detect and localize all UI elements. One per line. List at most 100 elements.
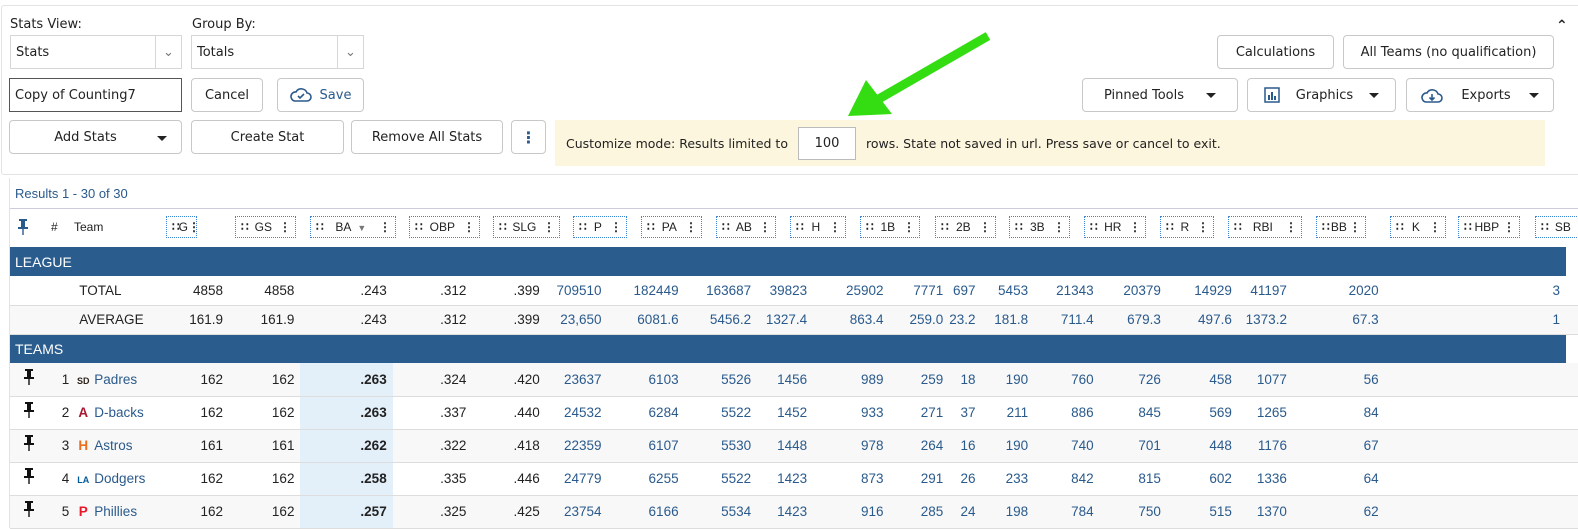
column-menu-icon[interactable]: ⋮ xyxy=(829,220,841,234)
drag-handle-icon[interactable]: ∷ xyxy=(415,220,423,234)
drag-handle-icon[interactable]: ∷ xyxy=(1541,220,1549,234)
view-name-input[interactable] xyxy=(9,78,182,112)
rank: 5 xyxy=(48,495,72,529)
column-header-hbp[interactable]: ∷ HBP ⋮ xyxy=(1458,216,1520,238)
drag-handle-icon[interactable]: ∷ xyxy=(1234,220,1242,234)
add-stats-label: Add Stats xyxy=(54,129,117,145)
column-menu-icon[interactable]: ⋮ xyxy=(1285,220,1297,234)
column-menu-icon[interactable]: ⋮ xyxy=(1502,220,1515,234)
drag-handle-icon[interactable]: ∷ xyxy=(579,220,587,234)
column-menu-icon[interactable]: ⋮ xyxy=(759,220,771,234)
column-header-2b[interactable]: ∷ 2B ⋮ xyxy=(935,216,996,238)
column-menu-icon[interactable]: ⋮ xyxy=(543,220,555,234)
pin-icon[interactable] xyxy=(10,429,49,463)
stat-cell-2b: 291 xyxy=(889,462,950,496)
column-header-obp[interactable]: ∷ OBP ⋮ xyxy=(409,216,480,238)
column-menu-icon[interactable]: ⋮ xyxy=(902,220,915,234)
column-label: R xyxy=(1180,220,1190,234)
drag-handle-icon[interactable]: ∷ xyxy=(316,220,324,234)
drag-handle-icon[interactable]: ∷ xyxy=(1464,220,1472,234)
results-limit-input[interactable] xyxy=(797,126,856,160)
drag-handle-icon[interactable]: ∷ xyxy=(172,220,180,234)
column-menu-icon[interactable]: ⋮ xyxy=(1349,220,1361,234)
column-header-pa[interactable]: ∷ PA ⋮ xyxy=(641,216,702,238)
column-menu-icon[interactable]: ⋮ xyxy=(378,220,391,234)
column-menu-icon[interactable]: ⋮ xyxy=(187,220,200,234)
pin-icon[interactable] xyxy=(10,495,49,529)
drag-handle-icon[interactable]: ∷ xyxy=(866,220,874,234)
pin-icon[interactable] xyxy=(18,219,28,235)
drag-handle-icon[interactable]: ∷ xyxy=(241,220,249,234)
pin-icon[interactable] xyxy=(10,396,49,430)
exports-label: Exports xyxy=(1461,87,1511,103)
stat-cell-hr: 190 xyxy=(981,429,1035,463)
stat-cell-pa: 6081.6 xyxy=(607,305,685,335)
column-header-h[interactable]: ∷ H ⋮ xyxy=(790,216,846,238)
column-header-hr[interactable]: ∷ HR ⋮ xyxy=(1084,216,1146,238)
collapse-icon[interactable]: ⌃ xyxy=(1556,18,1568,34)
column-menu-icon[interactable]: ⋮ xyxy=(1128,220,1141,234)
drag-handle-icon[interactable]: ∷ xyxy=(1090,220,1098,234)
drag-handle-icon[interactable]: ∷ xyxy=(1396,220,1404,234)
team-link[interactable]: Padres xyxy=(94,371,138,387)
column-header-g[interactable]: ∷ G ⋮ xyxy=(166,216,200,238)
stat-cell-k: 1265 xyxy=(1237,396,1293,430)
add-stats-button[interactable]: Add Stats xyxy=(9,120,182,154)
drag-handle-icon[interactable]: ∷ xyxy=(1166,220,1174,234)
column-header-p[interactable]: ∷ P ⋮ xyxy=(573,216,627,238)
column-header-ba[interactable]: ∷ BA ▼ ⋮ xyxy=(310,216,396,238)
column-header-sb[interactable]: ∷SB⋮ xyxy=(1535,216,1578,238)
stat-cell-3b: 24 xyxy=(949,495,982,529)
exports-button[interactable]: Exports xyxy=(1406,78,1554,112)
column-menu-icon[interactable]: ⋮ xyxy=(1052,220,1065,234)
column-header-1b[interactable]: ∷ 1B ⋮ xyxy=(860,216,920,238)
remove-all-stats-button[interactable]: Remove All Stats xyxy=(351,120,503,154)
stat-cell-hr: 233 xyxy=(981,462,1035,496)
stat-cell-hr: 211 xyxy=(981,396,1035,430)
column-menu-icon[interactable]: ⋮ xyxy=(1197,220,1209,234)
column-header-k[interactable]: ∷ K ⋮ xyxy=(1390,216,1446,238)
drag-handle-icon[interactable]: ∷ xyxy=(1015,220,1023,234)
column-menu-icon[interactable]: ⋮ xyxy=(462,220,475,234)
drag-handle-icon[interactable]: ∷ xyxy=(1322,220,1330,234)
column-header-bb[interactable]: ∷ BB ⋮ xyxy=(1316,216,1366,238)
drag-handle-icon[interactable]: ∷ xyxy=(722,220,730,234)
pin-icon[interactable] xyxy=(10,363,49,397)
column-label: 1B xyxy=(880,220,896,234)
stat-cell-r: 842 xyxy=(1034,462,1100,496)
drag-handle-icon[interactable]: ∷ xyxy=(941,220,949,234)
stats-view-select[interactable]: Stats ⌄ xyxy=(10,35,182,69)
cancel-button[interactable]: Cancel xyxy=(191,78,263,112)
all-teams-button[interactable]: All Teams (no qualification) xyxy=(1343,35,1554,69)
column-header-slg[interactable]: ∷ SLG ⋮ xyxy=(493,216,560,238)
column-menu-icon[interactable]: ⋮ xyxy=(1429,220,1441,234)
league-row: TOTAL 4858 4858.243.312.399 709510 182449 163… xyxy=(10,276,1578,306)
calculations-button[interactable]: Calculations xyxy=(1217,35,1334,69)
column-menu-icon[interactable]: ⋮ xyxy=(278,220,291,234)
stat-cell-ab: 5522 xyxy=(684,396,758,430)
team-link[interactable]: Dodgers xyxy=(94,471,146,486)
column-menu-icon[interactable]: ⋮ xyxy=(978,220,991,234)
team-link[interactable]: Astros xyxy=(94,438,133,453)
team-link[interactable]: D-backs xyxy=(94,405,144,420)
group-by-select[interactable]: Totals ⌄ xyxy=(191,35,364,69)
column-header-gs[interactable]: ∷ GS ⋮ xyxy=(235,216,296,238)
drag-handle-icon[interactable]: ∷ xyxy=(796,220,804,234)
stat-cell-hbp: 56 xyxy=(1292,363,1385,397)
column-header-ab[interactable]: ∷ AB ⋮ xyxy=(716,216,776,238)
save-button[interactable]: Save xyxy=(277,78,364,112)
more-options-button[interactable]: ⋮ xyxy=(511,120,546,154)
pinned-tools-button[interactable]: Pinned Tools xyxy=(1082,78,1238,112)
column-menu-icon[interactable]: ⋮ xyxy=(684,220,697,234)
bar-chart-icon xyxy=(1264,87,1280,103)
create-stat-button[interactable]: Create Stat xyxy=(191,120,344,154)
column-menu-icon[interactable]: ⋮ xyxy=(610,220,622,234)
column-header-r[interactable]: ∷ R ⋮ xyxy=(1160,216,1214,238)
team-link[interactable]: Phillies xyxy=(94,504,138,519)
drag-handle-icon[interactable]: ∷ xyxy=(499,220,507,234)
drag-handle-icon[interactable]: ∷ xyxy=(647,220,655,234)
pin-icon[interactable] xyxy=(10,462,49,496)
graphics-button[interactable]: Graphics xyxy=(1247,78,1396,112)
column-header-rbi[interactable]: ∷ RBI ⋮ xyxy=(1228,216,1302,238)
column-header-3b[interactable]: ∷ 3B ⋮ xyxy=(1009,216,1070,238)
